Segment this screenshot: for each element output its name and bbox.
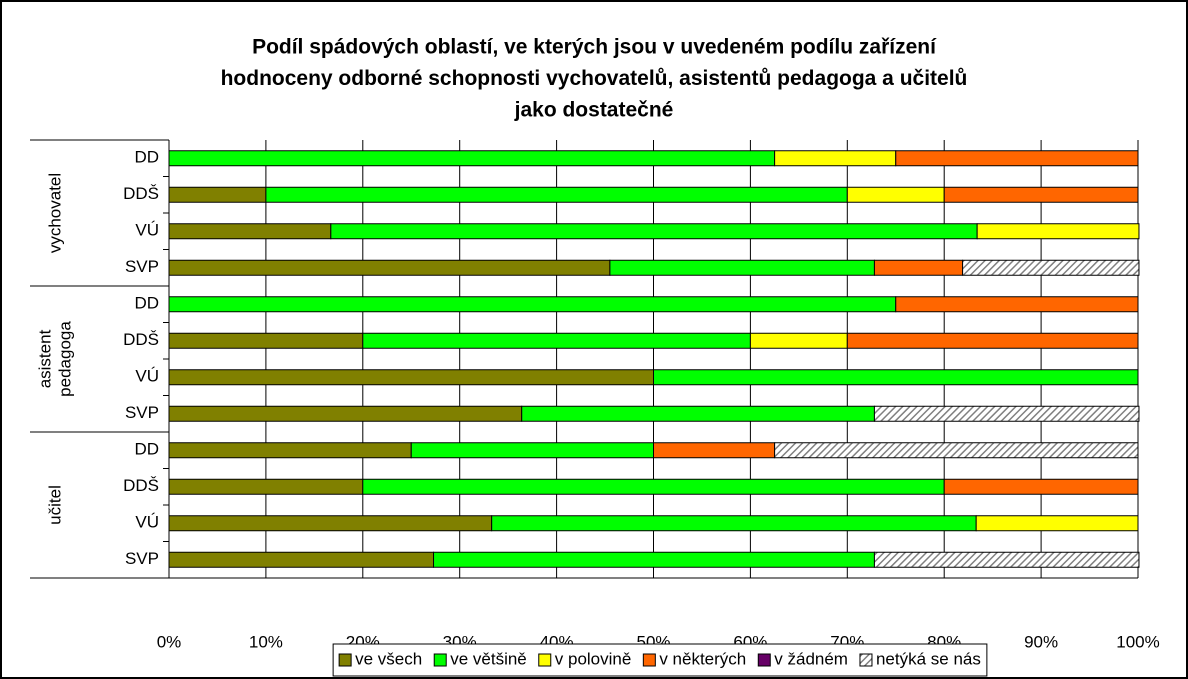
bar-segment [168, 186, 267, 203]
x-tick-label: 10% [249, 632, 283, 651]
group-label: učitel [45, 485, 64, 525]
category-label: SVP [125, 549, 159, 568]
group-label: pedagoga [55, 321, 74, 397]
category-label: SVP [125, 257, 159, 276]
bar-segment [943, 478, 1139, 495]
category-label: SVP [125, 403, 159, 422]
bar-segment [976, 223, 1140, 240]
bar-segment [168, 259, 611, 276]
bar-segment [410, 442, 654, 459]
bar-segment [168, 478, 364, 495]
title-line: Podíl spádových oblastí, ve kterých jsou… [252, 36, 937, 59]
bar-segment [168, 296, 897, 313]
bar-segment [975, 515, 1139, 532]
category-label: VÚ [135, 367, 159, 386]
bar-segment [265, 186, 848, 203]
legend: ve všech ve většině v polovině v některých v… [332, 643, 988, 677]
title-line: jako dostatečné [514, 99, 674, 122]
legend-swatch [338, 653, 352, 667]
bar-segment [895, 296, 1139, 313]
category-label: VÚ [135, 513, 159, 532]
category-label: DD [134, 440, 159, 459]
legend-swatch [642, 653, 656, 667]
x-tick-label: 100% [1116, 632, 1159, 651]
bar-segment [168, 442, 412, 459]
bar-segment [168, 515, 493, 532]
legend-label: v některých [659, 649, 746, 668]
bar-segment [491, 515, 977, 532]
bar-segment [168, 551, 435, 568]
category-label: VÚ [135, 221, 159, 240]
bar-segment [168, 405, 523, 422]
bar-segment [943, 186, 1139, 203]
bar-segment [749, 332, 848, 349]
x-tick-label: 90% [1024, 632, 1058, 651]
bar-segment [774, 442, 1139, 459]
bar-segment [609, 259, 875, 276]
category-label: DDŠ [123, 476, 159, 495]
bar-segment [846, 332, 1139, 349]
bar-segment [873, 259, 964, 276]
bar-segment [362, 332, 751, 349]
bar-segment [962, 259, 1140, 276]
category-label: DDŠ [123, 330, 159, 349]
bar-segment [168, 223, 332, 240]
legend-label: ve většině [450, 649, 527, 668]
bar-segment [774, 150, 897, 167]
bar-segment [846, 186, 945, 203]
legend-label: ve všech [355, 649, 422, 668]
bar-segment [653, 369, 1139, 386]
bar-segment [521, 405, 875, 422]
category-label: DD [134, 148, 159, 167]
bar-segment [433, 551, 875, 568]
legend-swatch [538, 653, 552, 667]
x-tick-label: 0% [157, 632, 182, 651]
category-label: DD [134, 294, 159, 313]
bar-segment [168, 332, 364, 349]
bar-segment [895, 150, 1139, 167]
legend-swatch [859, 653, 873, 667]
legend-label: v žádném [774, 649, 848, 668]
legend-label: netýká se nás [876, 649, 981, 668]
bar-segment [873, 551, 1140, 568]
bar-segment [873, 405, 1140, 422]
group-label: asistent [35, 329, 54, 388]
group-label: vychovatel [45, 173, 64, 253]
title-line: hodnoceny odborné schopnosti vychovatelů… [221, 67, 968, 90]
bar-segment [330, 223, 978, 240]
bar-segment [653, 442, 776, 459]
legend-label: v polovině [555, 649, 632, 668]
legend-swatch [757, 653, 771, 667]
bar-segment [168, 369, 654, 386]
chart-title: Podíl spádových oblastí, ve kterých jsou… [221, 36, 968, 122]
legend-swatch [433, 653, 447, 667]
bar-segment [362, 478, 945, 495]
bar-segment [168, 150, 776, 167]
category-label: DDŠ [123, 184, 159, 203]
